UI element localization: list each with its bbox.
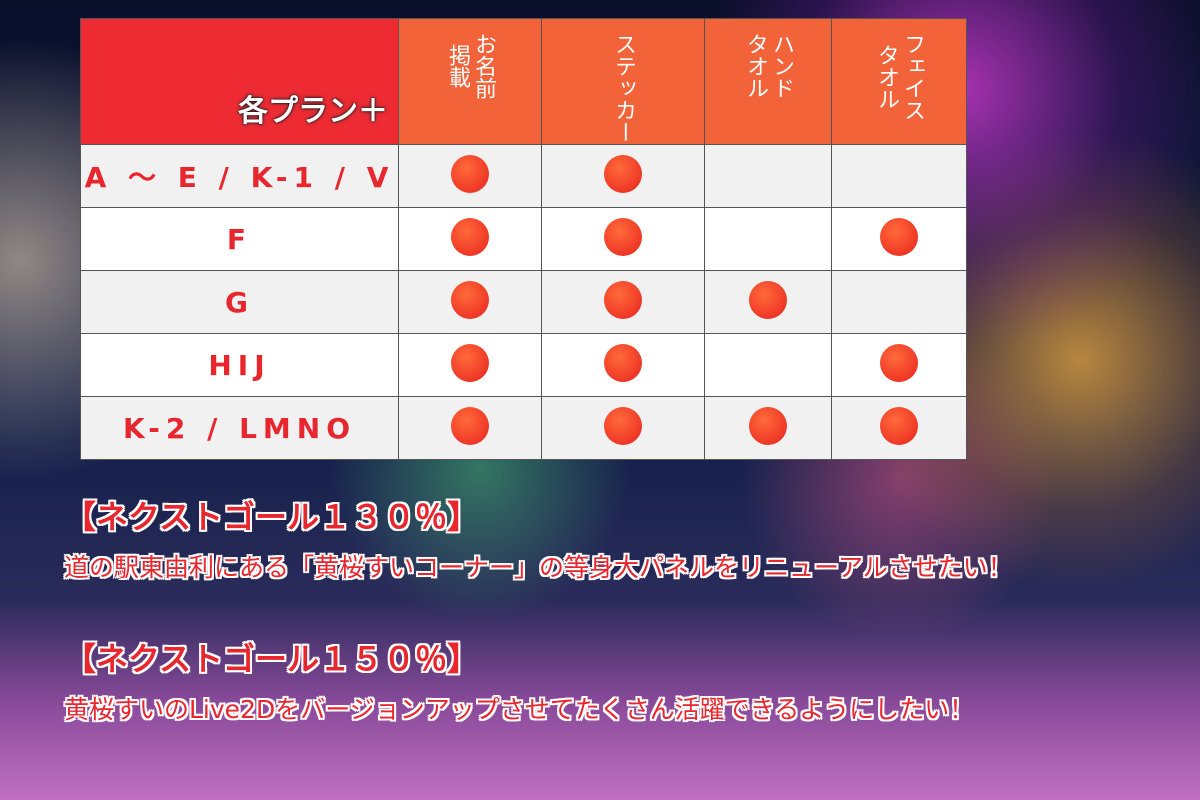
plan-cell [541, 333, 705, 397]
plan-cell [398, 207, 542, 271]
plan-row: A ～ E / K-1 / V [80, 144, 967, 208]
included-dot [749, 407, 787, 445]
column-label: お名前 掲載 [444, 33, 496, 99]
included-dot [880, 407, 918, 445]
goal-text: 黄桜すいのLive2Dをバージョンアップさせてたくさん活躍できるようにしたい！ [64, 695, 975, 724]
column-label: フェイス タオル [873, 33, 925, 121]
included-dot [604, 218, 642, 256]
included-dot [604, 281, 642, 319]
plan-cell [398, 144, 542, 208]
plan-cell [541, 144, 705, 208]
column-label-line: お名前 [471, 33, 496, 99]
plan-cell [831, 144, 967, 208]
included-dot [451, 155, 489, 193]
corner-header: 各プラン＋ [80, 18, 399, 145]
column-header: ステッカー [541, 18, 705, 145]
plan-row: G [80, 270, 967, 334]
plan-cell [831, 333, 967, 397]
plan-cell [831, 396, 967, 460]
plan-row: HIJ [80, 333, 967, 397]
plan-label: HIJ [80, 333, 399, 397]
plan-cell [541, 396, 705, 460]
plan-row: F [80, 207, 967, 271]
column-label-line: ハンド [769, 33, 794, 99]
included-dot [451, 344, 489, 382]
included-dot [880, 344, 918, 382]
plan-cell [398, 333, 542, 397]
goal-heading: 【ネクストゴール１３０％】 [64, 498, 480, 536]
included-dot [604, 344, 642, 382]
goal-text: 道の駅東由利にある「黄桜すいコーナー」の等身大パネルをリニューアルさせたい！ [64, 553, 1013, 582]
column-header: お名前 掲載 [398, 18, 542, 145]
plan-cell [704, 333, 832, 397]
plan-cell [398, 270, 542, 334]
plan-label: K-2 / LMNO [80, 396, 399, 460]
column-label-line: ステッカー [611, 33, 636, 143]
column-label-line: タオル [874, 44, 899, 110]
plan-table: 各プラン＋ お名前 掲載 ステッカー ハンド タオル フェイス タオル A ～ E / K-1… [80, 18, 967, 460]
included-dot [451, 407, 489, 445]
plan-cell [541, 207, 705, 271]
included-dot [604, 155, 642, 193]
included-dot [451, 281, 489, 319]
included-dot [880, 218, 918, 256]
column-label-line: 掲載 [445, 44, 470, 88]
plan-label: G [80, 270, 399, 334]
plan-cell [541, 270, 705, 334]
column-label-line: フェイス [900, 33, 925, 121]
included-dot [604, 407, 642, 445]
goal-heading: 【ネクストゴール１５０％】 [64, 640, 480, 678]
included-dot [451, 218, 489, 256]
plan-cell [704, 396, 832, 460]
column-label: ステッカー [610, 33, 636, 143]
plan-cell [831, 207, 967, 271]
plan-cell [704, 207, 832, 271]
included-dot [749, 281, 787, 319]
plan-cell [704, 144, 832, 208]
plan-row: K-2 / LMNO [80, 396, 967, 460]
plan-cell [704, 270, 832, 334]
column-header: ハンド タオル [704, 18, 832, 145]
column-label: ハンド タオル [742, 33, 794, 99]
plan-cell [398, 396, 542, 460]
column-header: フェイス タオル [831, 18, 967, 145]
plan-cell [831, 270, 967, 334]
plan-label: F [80, 207, 399, 271]
column-label-line: タオル [743, 33, 768, 99]
plan-label: A ～ E / K-1 / V [80, 144, 399, 208]
